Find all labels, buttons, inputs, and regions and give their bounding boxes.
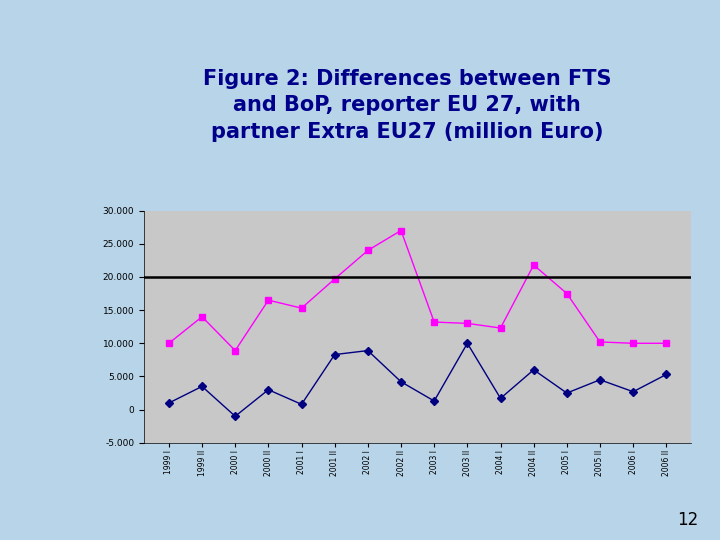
Text: Figure 2: Differences between FTS
and BoP, reporter EU 27, with
partner Extra EU: Figure 2: Differences between FTS and Bo… — [202, 69, 611, 141]
Text: 12: 12 — [677, 511, 698, 529]
